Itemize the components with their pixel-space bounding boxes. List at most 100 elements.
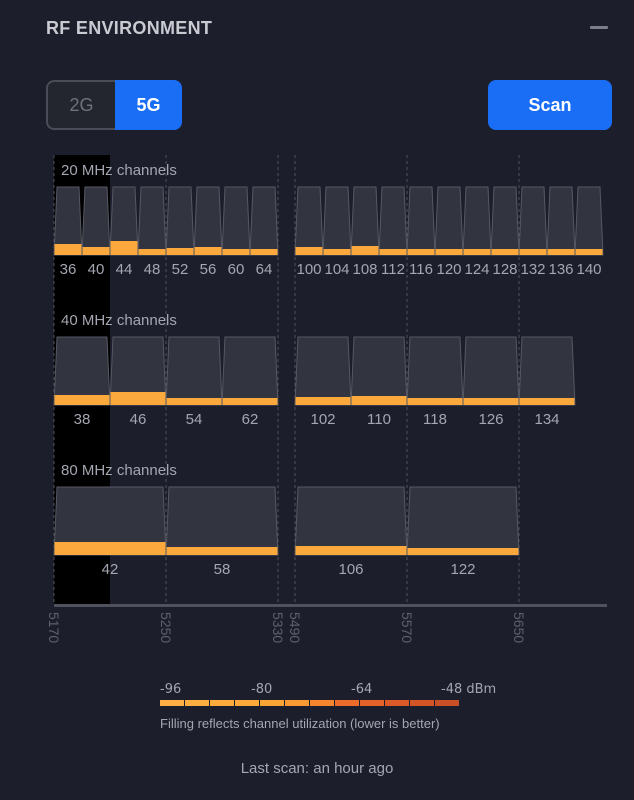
channel-label: 46	[130, 411, 147, 428]
legend-note: Filling reflects channel utilization (lo…	[160, 716, 440, 731]
legend-swatch	[335, 700, 359, 706]
channel-label: 42	[102, 561, 119, 578]
channel-utilization-fill	[575, 249, 603, 255]
channel-bar-110[interactable]: 110	[350, 336, 408, 428]
rf-channel-chart: 20 MHz channels 36 40 44 48 52 56 60 64 100 104 108…	[46, 155, 607, 643]
channel-bar-100[interactable]: 100	[294, 186, 324, 278]
scan-button[interactable]: Scan	[488, 80, 612, 130]
channel-bar-102[interactable]: 102	[294, 336, 352, 428]
channel-bar-122[interactable]: 122	[406, 486, 520, 578]
channel-bar-bg	[165, 186, 195, 256]
legend-swatch	[210, 700, 234, 706]
row-label: 80 MHz channels	[61, 462, 177, 479]
channel-utilization-fill	[166, 547, 278, 555]
band-2g-button[interactable]: 2G	[46, 80, 115, 130]
channel-bar-bg	[574, 186, 604, 256]
channel-bar-bg	[546, 186, 576, 256]
channel-label: 132	[520, 261, 545, 278]
channel-utilization-fill	[547, 249, 575, 255]
channel-bar-bg	[165, 486, 279, 556]
legend-label: -80	[251, 682, 273, 697]
legend-swatch	[410, 700, 434, 706]
channel-bar-54[interactable]: 54	[165, 336, 223, 428]
channel-label: 48	[144, 261, 161, 278]
legend-label-max: -48 dBm	[441, 682, 497, 697]
channel-bar-58[interactable]: 58	[165, 486, 279, 578]
channel-bar-bg	[294, 336, 352, 406]
channel-label: 64	[256, 261, 273, 278]
legend-swatch	[360, 700, 384, 706]
channel-bar-118[interactable]: 118	[406, 336, 464, 428]
channel-label: 62	[242, 411, 259, 428]
row-label: 20 MHz channels	[61, 162, 177, 179]
channel-bar-64[interactable]: 64	[249, 186, 279, 278]
band-5g-button[interactable]: 5G	[115, 80, 182, 130]
channel-label: 104	[324, 261, 349, 278]
channel-utilization-fill	[250, 249, 278, 255]
channel-bar-124[interactable]: 124	[462, 186, 492, 278]
channel-bar-46[interactable]: 46	[109, 336, 167, 428]
x-tick-label: 5170	[46, 612, 62, 643]
x-tick-label: 5250	[158, 612, 174, 643]
channel-label: 112	[381, 261, 405, 278]
channel-label: 108	[352, 261, 377, 278]
channel-utilization-fill	[519, 398, 575, 405]
channel-bar-104[interactable]: 104	[322, 186, 352, 278]
channel-bar-52[interactable]: 52	[165, 186, 195, 278]
channel-bar-bg	[137, 186, 167, 256]
channel-bar-126[interactable]: 126	[462, 336, 520, 428]
channel-bar-134[interactable]: 134	[518, 336, 576, 428]
channel-bar-bg	[490, 186, 520, 256]
legend-label: -64	[351, 682, 373, 697]
legend-swatch	[285, 700, 309, 706]
channel-utilization-fill	[463, 398, 519, 405]
channel-bar-bg	[350, 186, 380, 256]
x-tick-label: 5650	[511, 612, 527, 643]
channel-bar-48[interactable]: 48	[137, 186, 167, 278]
legend-label-min: -96	[160, 682, 182, 697]
x-tick-label: 5570	[399, 612, 415, 643]
channel-label: 140	[576, 261, 601, 278]
legend-color-scale	[160, 700, 459, 706]
channel-label: 44	[116, 261, 133, 278]
channel-bar-42[interactable]: 42	[53, 486, 167, 578]
channel-bar-136[interactable]: 136	[546, 186, 576, 278]
channel-bar-112[interactable]: 112	[378, 186, 408, 278]
channel-utilization-fill	[407, 398, 463, 405]
channel-bar-bg	[434, 186, 464, 256]
channel-bar-56[interactable]: 56	[193, 186, 223, 278]
channel-bar-bg	[518, 336, 576, 406]
channel-bar-140[interactable]: 140	[574, 186, 604, 278]
channel-utilization-fill	[435, 249, 463, 255]
channel-utilization-fill	[519, 249, 547, 255]
channel-bar-120[interactable]: 120	[434, 186, 464, 278]
channel-bar-132[interactable]: 132	[518, 186, 548, 278]
channel-utilization-fill	[166, 398, 222, 405]
channel-utilization-fill	[82, 247, 110, 255]
channel-bar-bg	[350, 336, 408, 406]
channel-bar-106[interactable]: 106	[294, 486, 408, 578]
channel-utilization-fill	[54, 395, 110, 405]
channel-bar-38[interactable]: 38	[53, 336, 111, 428]
channel-bar-36[interactable]: 36	[53, 186, 83, 278]
channel-utilization-fill	[407, 249, 435, 255]
minus-icon[interactable]	[590, 26, 608, 29]
channel-bar-60[interactable]: 60	[221, 186, 251, 278]
channel-utilization-fill	[351, 396, 407, 405]
channel-bar-108[interactable]: 108	[350, 186, 380, 278]
channel-bar-bg	[53, 336, 111, 406]
band-toggle[interactable]: 2G 5G	[46, 80, 182, 130]
channel-bar-128[interactable]: 128	[490, 186, 520, 278]
channel-bar-bg	[165, 336, 223, 406]
channel-bar-bg	[249, 186, 279, 256]
channel-label: 60	[228, 261, 245, 278]
channel-bar-bg	[518, 186, 548, 256]
channel-bar-40[interactable]: 40	[81, 186, 111, 278]
channel-bar-44[interactable]: 44	[109, 186, 139, 278]
channel-label: 54	[186, 411, 203, 428]
channel-bar-bg	[221, 186, 251, 256]
channel-utilization-fill	[138, 249, 166, 255]
channel-bar-62[interactable]: 62	[221, 336, 279, 428]
channel-bar-116[interactable]: 116	[406, 186, 436, 278]
channel-label: 110	[367, 411, 391, 428]
